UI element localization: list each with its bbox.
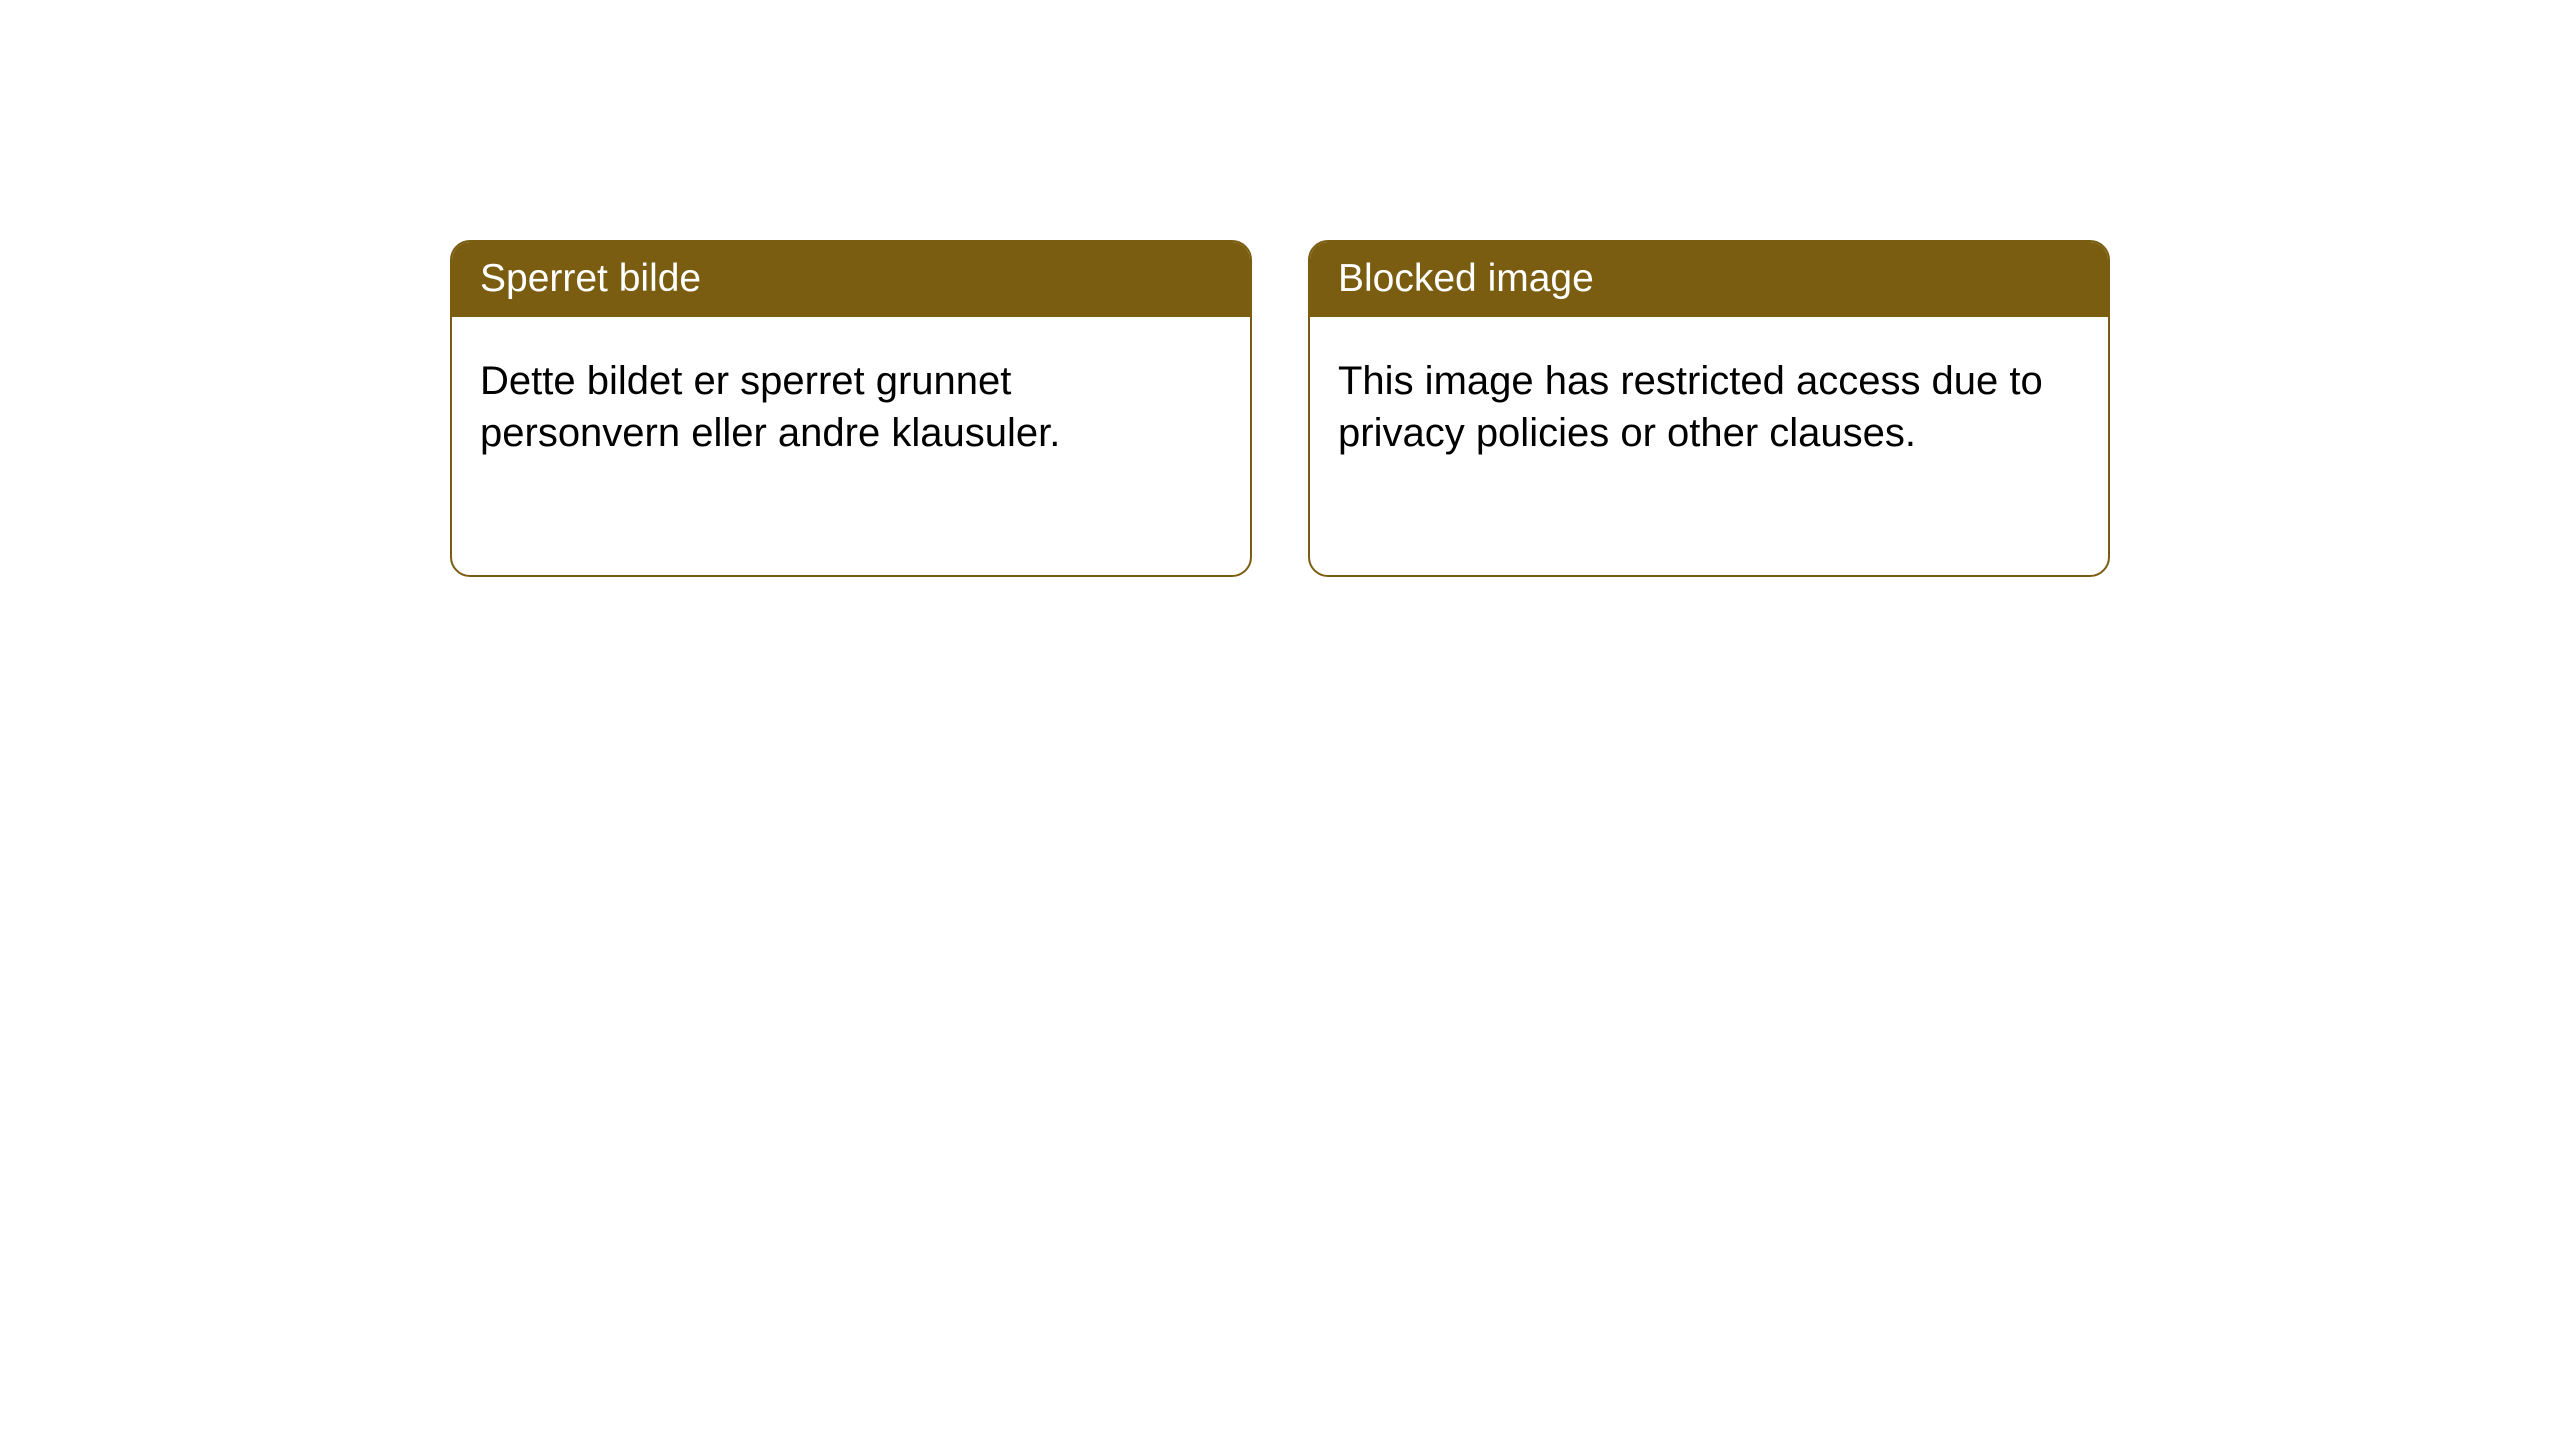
card-title: Sperret bilde xyxy=(480,257,701,300)
card-body-text: Dette bildet er sperret grunnet personve… xyxy=(480,359,1060,456)
card-body: This image has restricted access due to … xyxy=(1310,317,2108,499)
blocked-image-card-english: Blocked image This image has restricted … xyxy=(1308,240,2110,577)
blocked-image-card-norwegian: Sperret bilde Dette bildet er sperret gr… xyxy=(450,240,1252,577)
card-body: Dette bildet er sperret grunnet personve… xyxy=(452,317,1250,499)
card-header: Blocked image xyxy=(1310,242,2108,317)
card-header: Sperret bilde xyxy=(452,242,1250,317)
notice-container: Sperret bilde Dette bildet er sperret gr… xyxy=(450,240,2110,577)
card-title: Blocked image xyxy=(1338,257,1594,300)
card-body-text: This image has restricted access due to … xyxy=(1338,359,2043,456)
